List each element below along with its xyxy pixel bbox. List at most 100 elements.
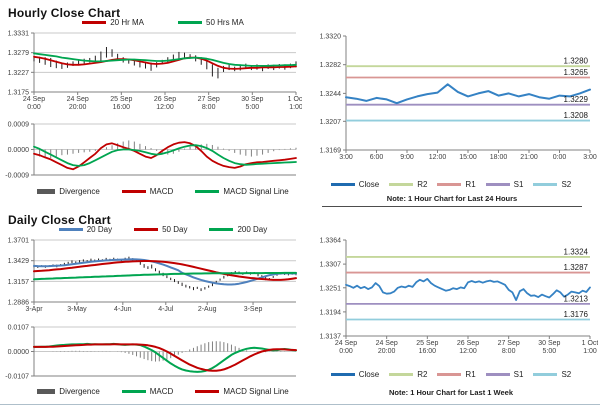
- svg-text:30 Sep: 30 Sep: [241, 96, 263, 103]
- svg-text:5:00: 5:00: [246, 104, 260, 111]
- svg-text:4-Jun: 4-Jun: [114, 306, 132, 313]
- close-1week-legend: Close R2 R1 S1 S2: [306, 370, 596, 379]
- svg-text:1.3287: 1.3287: [564, 263, 589, 272]
- legend-swatch: [533, 183, 558, 186]
- svg-text:0.0107: 0.0107: [8, 325, 30, 332]
- legend-label: R1: [465, 180, 476, 189]
- svg-text:25 Sep: 25 Sep: [110, 96, 132, 103]
- legend-label: MACD Signal Line: [223, 387, 289, 396]
- legend-item: S2: [533, 180, 571, 189]
- legend-label: MACD: [149, 187, 174, 196]
- legend-label: Divergence: [59, 187, 100, 196]
- legend-item: MACD Signal Line: [195, 387, 289, 396]
- svg-text:0:00: 0:00: [27, 104, 41, 111]
- daily-macd-chart: 0.0107 0.0000 -0.0107: [5, 325, 297, 381]
- svg-text:1.3208: 1.3208: [564, 111, 589, 120]
- legend-item: Divergence: [37, 187, 100, 196]
- svg-text:1.3175: 1.3175: [8, 90, 30, 97]
- svg-text:25 Sep: 25 Sep: [416, 340, 438, 347]
- daily-macd-legend: Divergence MACD MACD Signal Line: [30, 387, 296, 396]
- svg-text:1.3429: 1.3429: [8, 258, 30, 265]
- svg-text:20:00: 20:00: [378, 348, 396, 355]
- legend-item: S1: [485, 370, 524, 379]
- legend-label: R2: [417, 180, 428, 189]
- legend-swatch: [37, 389, 56, 394]
- svg-text:1:00: 1:00: [583, 348, 597, 355]
- legend-item: R1: [437, 180, 476, 189]
- daily-chart-title-text: Daily Close Chart: [8, 213, 111, 227]
- svg-text:24 Sep: 24 Sep: [335, 340, 357, 347]
- legend-item: S2: [533, 370, 571, 379]
- legend-label: Close: [358, 180, 380, 189]
- legend-swatch: [37, 189, 56, 194]
- page-divider: [0, 404, 600, 405]
- legend-label: S1: [513, 370, 524, 379]
- legend-label: S1: [513, 180, 524, 189]
- legend-label: R2: [417, 370, 428, 379]
- svg-text:21:00: 21:00: [520, 154, 538, 161]
- svg-text:1.3320: 1.3320: [320, 34, 342, 41]
- svg-text:1.3229: 1.3229: [564, 95, 589, 104]
- legend-label: S2: [561, 370, 572, 379]
- svg-text:16:00: 16:00: [113, 104, 131, 111]
- legend-label: MACD: [149, 387, 174, 396]
- legend-label: 50 Day: [162, 225, 188, 234]
- svg-text:30 Sep: 30 Sep: [538, 340, 560, 347]
- legend-label: S2: [561, 180, 572, 189]
- legend-label: 200 Day: [237, 225, 268, 234]
- svg-text:26 Sep: 26 Sep: [457, 340, 479, 347]
- svg-text:1.3194: 1.3194: [320, 309, 342, 316]
- svg-text:27 Sep: 27 Sep: [198, 96, 220, 103]
- hourly-chart-title: Hourly Close Chart: [8, 4, 120, 22]
- legend-item: R1: [437, 370, 476, 379]
- svg-text:-0.0009: -0.0009: [5, 173, 29, 180]
- legend-item: Close: [330, 180, 380, 189]
- svg-text:1 Oct: 1 Oct: [288, 96, 302, 103]
- legend-label: Divergence: [59, 387, 100, 396]
- svg-text:1.3701: 1.3701: [8, 238, 30, 245]
- svg-text:3:00: 3:00: [339, 154, 353, 161]
- daily-price-legend: 20 Day 50 Day 200 Day: [30, 225, 296, 234]
- hourly-macd-legend: Divergence MACD MACD Signal Line: [30, 187, 296, 196]
- svg-text:1.3307: 1.3307: [320, 262, 342, 269]
- legend-label: Close: [358, 370, 380, 379]
- svg-text:24 Sep: 24 Sep: [376, 340, 398, 347]
- legend-item: 50 Hrs MA: [178, 18, 244, 27]
- legend-swatch: [134, 228, 159, 231]
- svg-text:1.3137: 1.3137: [320, 334, 342, 341]
- legend-item: S1: [485, 180, 524, 189]
- svg-text:1.3251: 1.3251: [320, 285, 342, 292]
- legend-swatch: [195, 390, 220, 393]
- svg-text:24 Sep: 24 Sep: [23, 96, 45, 103]
- svg-text:1.3331: 1.3331: [8, 31, 30, 38]
- legend-swatch: [389, 183, 414, 186]
- svg-text:0.0000: 0.0000: [8, 147, 30, 154]
- svg-text:20:00: 20:00: [69, 104, 87, 111]
- svg-text:15:00: 15:00: [459, 154, 477, 161]
- svg-text:9:00: 9:00: [400, 154, 414, 161]
- hourly-price-legend: 20 Hr MA 50 Hrs MA: [30, 18, 296, 27]
- svg-text:1.3279: 1.3279: [8, 50, 30, 57]
- legend-swatch: [209, 228, 234, 231]
- note-last-24-hours: Note: 1 Hour Chart for Last 24 Hours: [322, 194, 582, 207]
- svg-text:4-Jul: 4-Jul: [158, 306, 174, 313]
- svg-text:12:00: 12:00: [156, 104, 174, 111]
- legend-swatch: [533, 373, 558, 376]
- svg-text:1:00: 1:00: [289, 104, 302, 111]
- svg-text:3-Apr: 3-Apr: [25, 306, 43, 313]
- legend-swatch: [330, 183, 355, 186]
- svg-text:1.3324: 1.3324: [564, 247, 589, 256]
- hourly-chart-title-text: Hourly Close Chart: [8, 6, 121, 20]
- legend-label: 20 Hr MA: [110, 18, 144, 27]
- svg-text:1.3176: 1.3176: [564, 310, 589, 319]
- legend-swatch: [121, 390, 146, 393]
- legend-item: Divergence: [37, 387, 100, 396]
- legend-item: 50 Day: [134, 225, 187, 234]
- legend-swatch: [437, 183, 462, 186]
- svg-text:1.3227: 1.3227: [8, 70, 30, 77]
- svg-text:27 Sep: 27 Sep: [498, 340, 520, 347]
- svg-text:3-May: 3-May: [67, 306, 87, 313]
- svg-text:1.2886: 1.2886: [8, 300, 30, 307]
- svg-text:1.3280: 1.3280: [564, 57, 589, 66]
